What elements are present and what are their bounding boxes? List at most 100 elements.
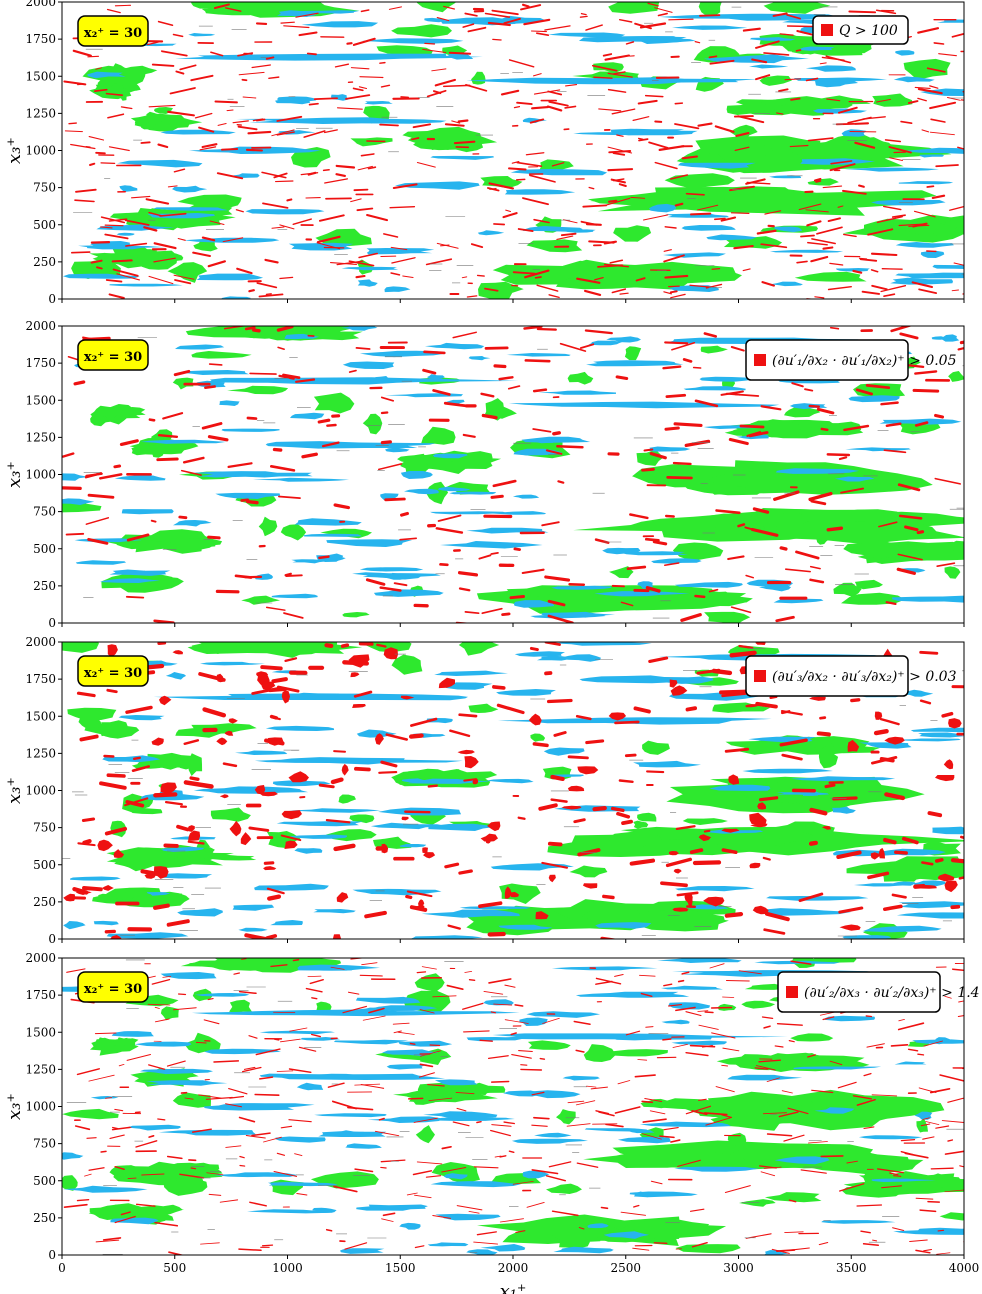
red-structure bbox=[689, 848, 704, 855]
blue-streak bbox=[835, 476, 875, 482]
red-structure bbox=[908, 224, 930, 227]
blue-streak bbox=[175, 344, 225, 350]
red-structure bbox=[285, 574, 303, 577]
y-tick-label: 750 bbox=[33, 181, 56, 195]
red-structure bbox=[207, 998, 214, 1001]
green-region bbox=[526, 239, 583, 253]
red-structure bbox=[281, 810, 302, 820]
red-structure bbox=[451, 120, 461, 124]
red-structure bbox=[662, 365, 682, 370]
green-region bbox=[631, 836, 806, 856]
red-structure bbox=[578, 1227, 585, 1230]
red-structure bbox=[876, 98, 891, 103]
red-structure bbox=[715, 1086, 735, 1093]
blue-streak bbox=[290, 412, 325, 420]
red-structure bbox=[425, 1175, 442, 1178]
legend-swatch bbox=[821, 24, 833, 36]
green-region bbox=[779, 511, 810, 529]
red-structure bbox=[360, 9, 370, 13]
red-structure bbox=[733, 115, 754, 118]
red-structure bbox=[544, 25, 571, 31]
red-structure bbox=[374, 1130, 400, 1137]
red-structure bbox=[897, 1022, 925, 1031]
y-tick-label: 1000 bbox=[25, 144, 56, 158]
blue-streak bbox=[727, 1074, 803, 1081]
red-structure bbox=[198, 126, 215, 133]
red-structure bbox=[125, 705, 153, 714]
red-structure bbox=[824, 783, 836, 789]
red-structure bbox=[604, 197, 631, 206]
red-structure bbox=[381, 1218, 394, 1222]
blue-streak bbox=[836, 268, 870, 272]
red-structure bbox=[480, 392, 495, 398]
red-structure bbox=[476, 274, 485, 277]
green-region bbox=[471, 71, 486, 85]
red-structure bbox=[342, 1005, 367, 1014]
red-structure bbox=[323, 129, 338, 134]
red-structure bbox=[670, 685, 688, 696]
blue-streak bbox=[812, 108, 867, 114]
red-structure bbox=[409, 1042, 416, 1045]
red-structure bbox=[208, 1193, 222, 1196]
red-structure bbox=[90, 259, 103, 264]
red-structure bbox=[580, 12, 587, 16]
x-tick-label: 2000 bbox=[498, 1261, 529, 1275]
red-structure bbox=[110, 935, 122, 939]
red-structure bbox=[517, 816, 526, 820]
red-structure bbox=[175, 70, 185, 75]
red-structure bbox=[870, 269, 879, 273]
red-structure bbox=[66, 968, 86, 973]
red-structure bbox=[380, 1166, 387, 1169]
red-structure bbox=[907, 1048, 919, 1052]
red-structure bbox=[926, 67, 946, 73]
blue-streak bbox=[63, 273, 140, 279]
red-structure bbox=[542, 1017, 560, 1024]
red-structure bbox=[219, 794, 229, 799]
green-region bbox=[172, 377, 194, 390]
red-structure bbox=[829, 1060, 843, 1066]
red-structure bbox=[254, 1093, 280, 1096]
red-structure bbox=[235, 209, 244, 213]
red-structure bbox=[632, 116, 650, 122]
red-structure bbox=[261, 681, 276, 690]
red-structure bbox=[176, 824, 190, 832]
red-structure bbox=[611, 108, 636, 115]
red-structure bbox=[863, 1126, 875, 1130]
red-structure bbox=[271, 129, 295, 137]
y-tick-label: 0 bbox=[48, 616, 56, 630]
red-structure bbox=[359, 974, 383, 977]
red-structure bbox=[207, 260, 226, 268]
red-structure bbox=[248, 1035, 258, 1039]
red-structure bbox=[668, 851, 679, 856]
blue-streak bbox=[603, 1231, 650, 1239]
red-structure bbox=[668, 285, 680, 288]
red-structure bbox=[881, 268, 903, 270]
red-structure bbox=[376, 643, 387, 648]
blue-streak bbox=[541, 611, 616, 618]
blue-streak bbox=[193, 786, 309, 794]
red-structure bbox=[490, 552, 499, 555]
red-structure bbox=[184, 1097, 194, 1100]
red-structure bbox=[352, 37, 376, 46]
red-structure bbox=[577, 766, 599, 775]
blue-streak bbox=[766, 896, 869, 901]
badge-box bbox=[77, 655, 149, 687]
red-structure bbox=[353, 690, 373, 698]
red-structure bbox=[852, 269, 863, 274]
red-structure bbox=[493, 1003, 513, 1006]
red-structure bbox=[936, 1252, 951, 1255]
blue-streak bbox=[270, 920, 303, 926]
red-structure bbox=[808, 491, 833, 502]
red-structure bbox=[911, 281, 934, 289]
red-structure bbox=[118, 1063, 125, 1067]
red-structure bbox=[521, 568, 545, 575]
blue-streak bbox=[610, 128, 685, 136]
red-structure bbox=[546, 105, 563, 112]
red-structure bbox=[221, 148, 239, 151]
red-structure bbox=[729, 650, 757, 658]
red-structure bbox=[462, 433, 476, 438]
red-structure bbox=[663, 1127, 679, 1131]
blue-streak bbox=[252, 477, 350, 482]
red-structure bbox=[503, 17, 521, 25]
red-structure bbox=[703, 896, 725, 907]
